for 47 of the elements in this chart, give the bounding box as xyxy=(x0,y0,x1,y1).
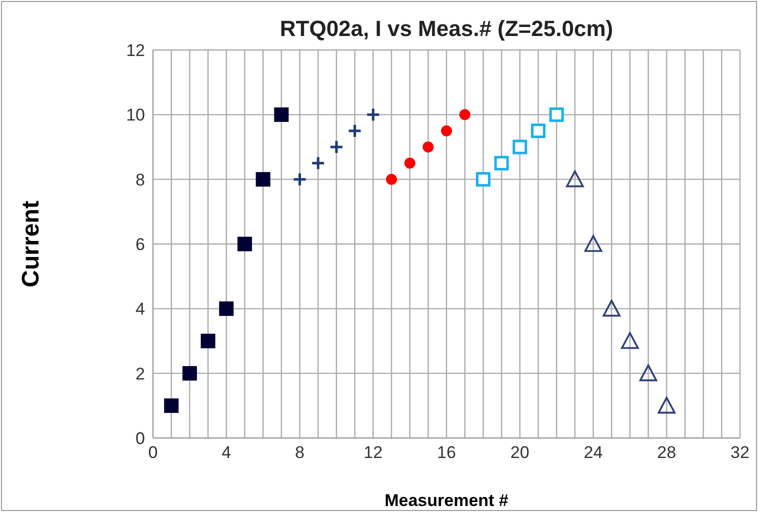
x-tick-label: 0 xyxy=(148,443,158,462)
point xyxy=(292,172,307,187)
point xyxy=(639,364,658,382)
point xyxy=(329,140,344,154)
point xyxy=(386,174,397,185)
point xyxy=(549,107,564,122)
point xyxy=(256,172,270,187)
y-tick-label: 8 xyxy=(136,170,145,190)
point xyxy=(422,142,434,152)
x-axis-title: Measurement # xyxy=(384,491,509,510)
y-tick-label: 12 xyxy=(126,41,145,60)
point xyxy=(621,332,639,349)
point xyxy=(494,156,509,170)
x-tick-label: 12 xyxy=(364,443,383,462)
x-tick-label: 24 xyxy=(584,443,603,462)
x-tick-label: 32 xyxy=(730,443,750,462)
y-tick-label: 2 xyxy=(136,364,145,384)
y-tick-label: 10 xyxy=(126,106,145,125)
y-tick-label: 0 xyxy=(136,429,145,448)
point xyxy=(404,158,416,169)
chart-title: RTQ02a, I vs Meas.# (Z=25.0cm) xyxy=(278,16,614,42)
x-tick-label: 20 xyxy=(510,443,530,462)
point xyxy=(530,124,546,138)
point xyxy=(219,301,234,316)
point xyxy=(476,172,490,187)
y-tick-label: 4 xyxy=(136,300,145,319)
point xyxy=(512,140,528,154)
point xyxy=(274,107,289,122)
point xyxy=(441,125,452,136)
point xyxy=(310,156,326,170)
point xyxy=(182,366,197,381)
x-tick-label: 16 xyxy=(437,443,456,462)
point xyxy=(602,300,620,317)
x-tick-label: 4 xyxy=(222,443,232,462)
point xyxy=(366,107,380,122)
x-tick-label: 28 xyxy=(657,443,676,462)
y-axis-title: Current xyxy=(18,200,45,288)
point xyxy=(200,334,216,348)
point xyxy=(584,235,602,252)
point xyxy=(658,396,676,414)
point xyxy=(164,398,179,413)
x-tick-label: 8 xyxy=(295,443,304,462)
y-tick-label: 6 xyxy=(136,235,145,254)
point xyxy=(348,124,362,138)
point xyxy=(566,170,584,188)
point xyxy=(459,109,470,120)
point xyxy=(237,236,252,252)
